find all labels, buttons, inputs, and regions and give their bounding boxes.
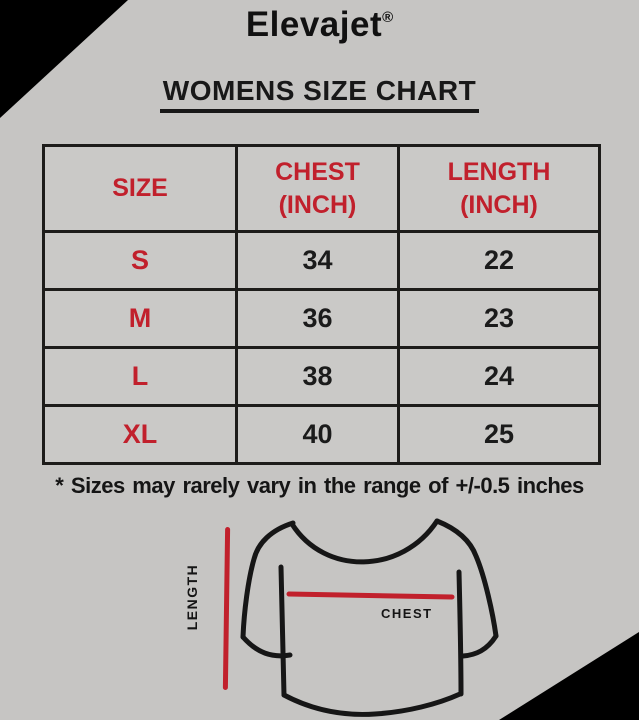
size-cell: S xyxy=(42,230,238,291)
size-table: SIZE CHEST (INCH) LENGTH (INCH) S 34 22 xyxy=(42,144,601,465)
size-cell: M xyxy=(42,288,238,349)
length-cell: 22 xyxy=(397,230,601,291)
table-row: M 36 23 xyxy=(42,288,601,349)
table-row: XL 40 25 xyxy=(42,404,601,465)
registered-trademark: ® xyxy=(382,9,394,26)
length-measure-line xyxy=(222,526,231,691)
chest-measure-line xyxy=(286,591,455,600)
brand-title: Elevajet® xyxy=(0,5,639,45)
brand-name: Elevajet xyxy=(245,5,383,44)
page-title: WOMENS SIZE CHART xyxy=(0,75,639,113)
chest-label: CHEST xyxy=(381,606,433,621)
length-cell: 23 xyxy=(397,288,601,349)
size-cell: XL xyxy=(42,404,238,465)
table-header-row: SIZE CHEST (INCH) LENGTH (INCH) xyxy=(42,144,601,233)
corner-decoration-bottom-right xyxy=(499,632,639,720)
length-cell: 25 xyxy=(397,404,601,465)
column-header-chest: CHEST (INCH) xyxy=(235,144,400,233)
chest-cell: 40 xyxy=(235,404,400,465)
table-row: S 34 22 xyxy=(42,230,601,291)
chest-cell: 38 xyxy=(235,346,400,407)
size-tolerance-note: * Sizes may rarely vary in the range of … xyxy=(55,473,584,498)
size-cell: L xyxy=(42,346,238,407)
column-header-size: SIZE xyxy=(42,144,238,233)
chest-cell: 34 xyxy=(235,230,400,291)
chest-cell: 36 xyxy=(235,288,400,349)
length-label: LENGTH xyxy=(184,563,200,631)
column-header-length: LENGTH (INCH) xyxy=(397,144,601,233)
table-row: L 38 24 xyxy=(42,346,601,407)
length-cell: 24 xyxy=(397,346,601,407)
